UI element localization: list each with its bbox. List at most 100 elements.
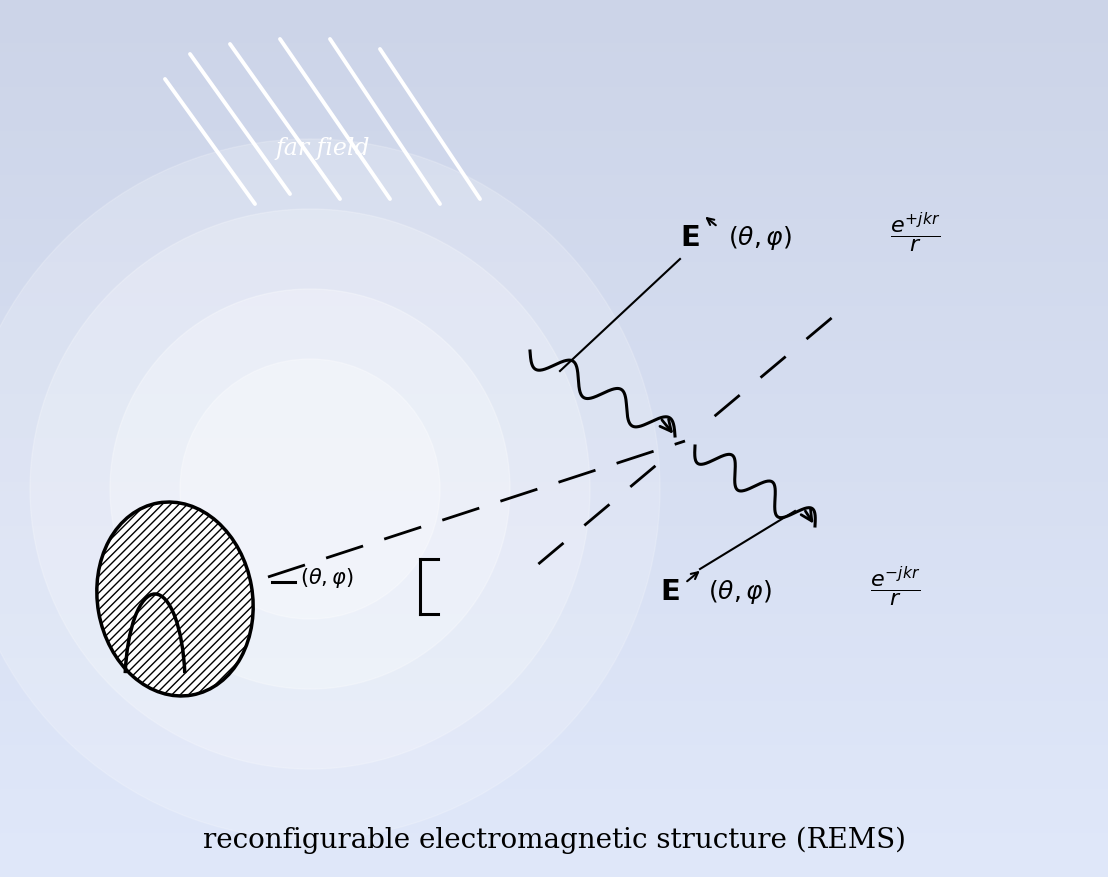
Bar	[0, 417, 1108, 421]
Bar	[0, 267, 1108, 272]
Bar	[0, 702, 1108, 706]
Bar	[0, 232, 1108, 237]
Bar	[0, 710, 1108, 715]
Circle shape	[30, 210, 589, 769]
Bar	[0, 197, 1108, 202]
Bar	[0, 189, 1108, 193]
Bar	[0, 66, 1108, 70]
Bar	[0, 789, 1108, 794]
Bar	[0, 588, 1108, 592]
Bar	[0, 553, 1108, 557]
Bar	[0, 570, 1108, 574]
Bar	[0, 517, 1108, 522]
Bar	[0, 776, 1108, 781]
Bar	[0, 263, 1108, 267]
Bar	[0, 649, 1108, 653]
Bar	[0, 123, 1108, 127]
Bar	[0, 667, 1108, 671]
Bar	[0, 662, 1108, 667]
Bar	[0, 531, 1108, 535]
Bar	[0, 465, 1108, 469]
Bar	[0, 412, 1108, 417]
Bar	[0, 767, 1108, 772]
Bar	[0, 737, 1108, 741]
Bar	[0, 373, 1108, 377]
Bar	[0, 623, 1108, 627]
Bar	[0, 329, 1108, 333]
Bar	[0, 781, 1108, 785]
Ellipse shape	[96, 503, 254, 696]
Bar	[0, 653, 1108, 658]
Bar	[0, 342, 1108, 346]
Bar	[0, 430, 1108, 434]
Bar	[0, 851, 1108, 855]
Bar	[0, 259, 1108, 263]
Bar	[0, 745, 1108, 750]
Bar	[0, 688, 1108, 693]
Bar	[0, 658, 1108, 662]
Bar	[0, 859, 1108, 864]
Bar	[0, 675, 1108, 680]
Bar	[0, 645, 1108, 649]
Bar	[0, 759, 1108, 763]
Bar	[0, 601, 1108, 605]
Bar	[0, 88, 1108, 92]
Bar	[0, 579, 1108, 583]
Bar	[0, 377, 1108, 381]
Bar	[0, 833, 1108, 838]
Bar	[0, 294, 1108, 298]
Bar	[0, 346, 1108, 351]
Bar	[0, 110, 1108, 114]
Bar	[0, 864, 1108, 868]
Bar	[0, 241, 1108, 246]
Bar	[0, 421, 1108, 425]
Bar	[0, 215, 1108, 219]
Bar	[0, 281, 1108, 285]
Bar	[0, 610, 1108, 614]
Bar	[0, 153, 1108, 158]
Bar	[0, 566, 1108, 570]
Bar	[0, 18, 1108, 22]
Bar	[0, 386, 1108, 390]
Bar	[0, 175, 1108, 180]
Bar	[0, 456, 1108, 460]
Bar	[0, 167, 1108, 171]
Bar	[0, 285, 1108, 289]
Bar	[0, 868, 1108, 873]
Bar	[0, 627, 1108, 631]
Bar	[0, 48, 1108, 53]
Bar	[0, 728, 1108, 732]
Bar	[0, 724, 1108, 728]
Text: $(\theta,\varphi)$: $(\theta,\varphi)$	[708, 577, 772, 605]
Bar	[0, 132, 1108, 136]
Bar	[0, 338, 1108, 342]
Bar	[0, 31, 1108, 35]
Bar	[0, 574, 1108, 579]
Bar	[0, 614, 1108, 618]
Bar	[0, 794, 1108, 798]
Bar	[0, 364, 1108, 368]
Bar	[0, 785, 1108, 789]
Bar	[0, 303, 1108, 307]
Bar	[0, 855, 1108, 859]
Bar	[0, 846, 1108, 851]
Bar	[0, 526, 1108, 531]
Bar	[0, 500, 1108, 504]
Bar	[0, 478, 1108, 482]
Text: $\mathbf{E}$: $\mathbf{E}$	[680, 224, 699, 252]
Bar	[0, 706, 1108, 710]
Bar	[0, 636, 1108, 640]
Bar	[0, 61, 1108, 66]
Bar	[0, 35, 1108, 39]
Bar	[0, 9, 1108, 13]
Bar	[0, 680, 1108, 684]
Bar	[0, 469, 1108, 474]
Text: far field: far field	[275, 137, 369, 160]
Bar	[0, 22, 1108, 26]
Bar	[0, 127, 1108, 132]
Bar	[0, 631, 1108, 636]
Bar	[0, 772, 1108, 776]
Text: reconfigurable electromagnetic structure (REMS): reconfigurable electromagnetic structure…	[203, 825, 905, 852]
Bar	[0, 399, 1108, 403]
Bar	[0, 57, 1108, 61]
